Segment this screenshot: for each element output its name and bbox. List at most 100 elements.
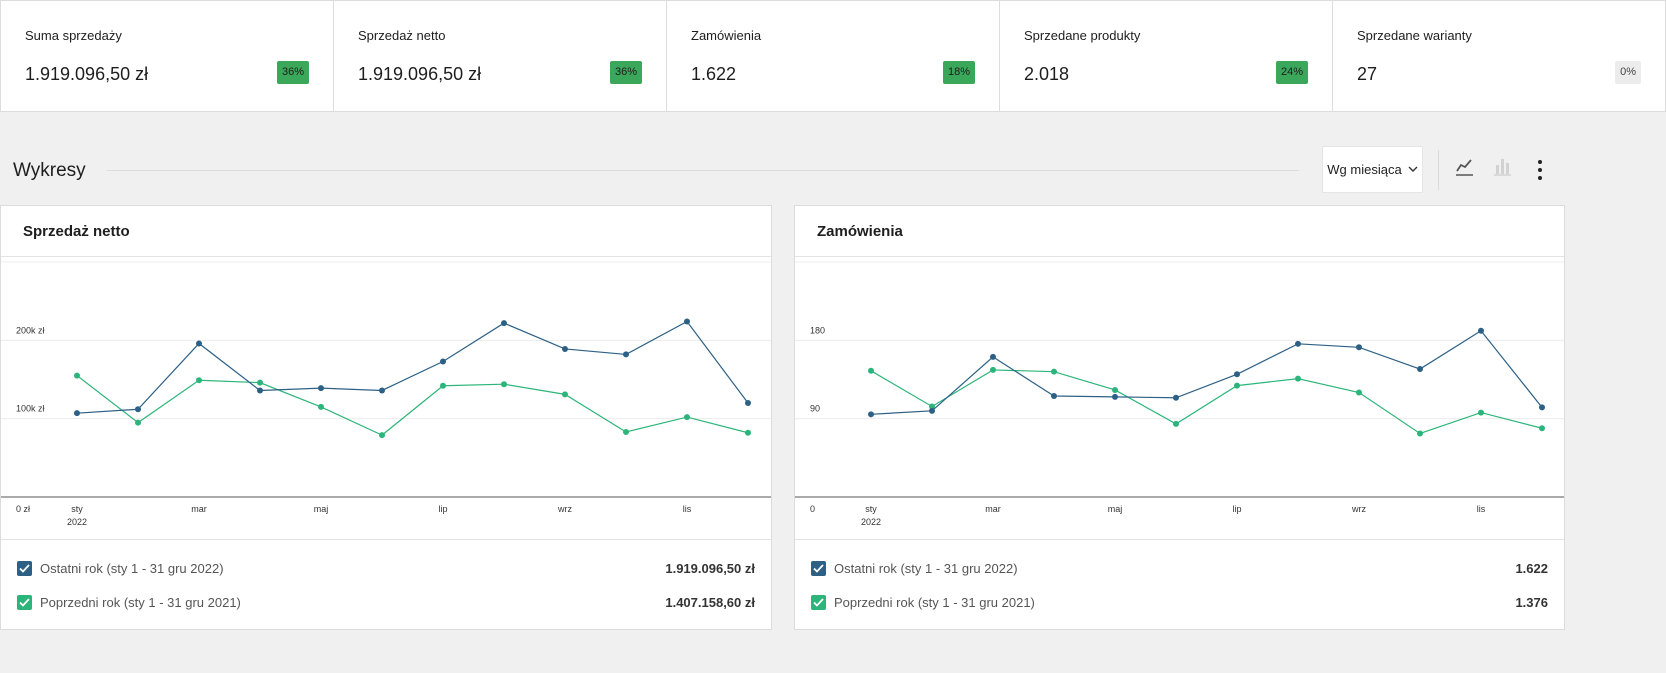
- previous-series-point: [990, 366, 996, 373]
- legend-total: 1.376: [1515, 594, 1548, 610]
- current-series-line: [76, 320, 749, 414]
- legend-label: Poprzedni rok (sty 1 - 31 gru 2021): [834, 594, 1035, 610]
- y-tick-label: 200k zł: [16, 325, 45, 335]
- current-series-point: [745, 400, 751, 406]
- kpi-label: Suma sprzedaży: [25, 28, 122, 43]
- current-series-point: [318, 385, 324, 392]
- previous-series-point: [623, 428, 629, 435]
- x-tick-year-label: 2022: [67, 517, 87, 527]
- x-tick-year-label: 2022: [861, 517, 881, 527]
- kpi-summary-row: Suma sprzedaży 1.919.096,50 zł 36% Sprze…: [0, 0, 1666, 112]
- previous-series-line: [870, 369, 1543, 435]
- previous-series-point: [684, 414, 690, 421]
- previous-series-point: [929, 403, 935, 410]
- x-tick-label: mar: [985, 504, 1001, 514]
- current-series-point: [929, 407, 935, 414]
- section-divider: [107, 170, 1299, 171]
- kpi-card-net-sales[interactable]: Sprzedaż netto 1.919.096,50 zł 36%: [334, 1, 667, 111]
- kpi-label: Zamówienia: [691, 28, 762, 43]
- kpi-value: 27: [1357, 64, 1378, 84]
- card-divider: [795, 256, 1564, 257]
- card-title: Zamówienia: [817, 223, 903, 240]
- y-tick-label: 90: [810, 404, 820, 414]
- previous-series-point: [1234, 382, 1240, 389]
- previous-series-point: [1478, 409, 1484, 416]
- current-series-point: [1417, 366, 1423, 373]
- kpi-change-badge: 36%: [276, 61, 309, 84]
- previous-series-point: [318, 403, 324, 410]
- y-tick-label: 180: [810, 325, 825, 335]
- x-tick-label: wrz: [1351, 504, 1366, 514]
- x-tick-label: mar: [191, 504, 207, 514]
- previous-series-point: [1295, 375, 1301, 382]
- current-series-point: [74, 410, 80, 417]
- current-series-line: [870, 329, 1543, 415]
- kpi-card-variants-sold[interactable]: Sprzedane warianty 27 0%: [1333, 1, 1665, 111]
- previous-series-point: [379, 432, 385, 439]
- legend-row-previous: Poprzedni rok (sty 1 - 31 gru 2021) 1.40…: [17, 590, 755, 614]
- orders-line-chart: 090180270stymarmajlipwrzlis2022: [795, 261, 1564, 527]
- kpi-card-products-sold[interactable]: Sprzedane produkty 2.018 24%: [1000, 1, 1333, 111]
- charts-section-header: Wykresy Wg miesiąca: [0, 146, 1666, 196]
- current-series-point: [440, 358, 446, 365]
- kpi-card-total-sales[interactable]: Suma sprzedaży 1.919.096,50 zł 36%: [1, 1, 334, 111]
- kpi-change-badge: 0%: [1615, 61, 1641, 84]
- previous-series-point: [1417, 430, 1423, 437]
- current-series-point: [868, 411, 874, 418]
- previous-series-point: [74, 372, 80, 379]
- period-select[interactable]: Wg miesiąca: [1322, 146, 1423, 193]
- previous-series-point: [1539, 425, 1545, 432]
- checkbox-icon[interactable]: [17, 560, 32, 576]
- checkbox-icon[interactable]: [811, 560, 826, 576]
- previous-series-point: [868, 367, 874, 374]
- current-series-point: [1234, 371, 1240, 378]
- y-tick-label: 0: [810, 504, 815, 514]
- x-tick-label: lis: [1477, 504, 1486, 514]
- current-series-point: [623, 351, 629, 358]
- chevron-down-icon: [1408, 164, 1418, 175]
- current-series-point: [562, 345, 568, 352]
- y-tick-label: 100k zł: [16, 404, 45, 414]
- card-divider: [1, 256, 771, 257]
- bar-chart-icon[interactable]: [1490, 154, 1516, 180]
- x-tick-label: wrz: [557, 504, 572, 514]
- previous-series-point: [745, 429, 751, 436]
- kpi-label: Sprzedane warianty: [1357, 28, 1472, 43]
- kpi-change-badge: 36%: [609, 61, 642, 84]
- legend-row-previous: Poprzedni rok (sty 1 - 31 gru 2021) 1.37…: [811, 590, 1548, 614]
- x-tick-label: lip: [1232, 504, 1241, 514]
- line-chart-icon[interactable]: [1452, 154, 1478, 180]
- checkbox-icon[interactable]: [811, 594, 826, 610]
- x-tick-label: maj: [1108, 504, 1123, 514]
- previous-series-point: [562, 391, 568, 398]
- x-tick-label: sty: [865, 504, 877, 514]
- current-series-point: [1173, 394, 1179, 401]
- kpi-change-badge: 24%: [1275, 61, 1308, 84]
- legend-total: 1.919.096,50 zł: [665, 560, 755, 576]
- current-series-point: [1356, 344, 1362, 351]
- kpi-label: Sprzedane produkty: [1024, 28, 1141, 43]
- kpi-value: 1.919.096,50 zł: [25, 64, 149, 84]
- kpi-value: 1.622: [691, 64, 737, 84]
- more-vertical-icon[interactable]: [1527, 154, 1553, 180]
- previous-series-point: [440, 382, 446, 389]
- kpi-value: 1.919.096,50 zł: [358, 64, 482, 84]
- y-tick-label: 0 zł: [16, 504, 30, 514]
- checkbox-icon[interactable]: [17, 594, 32, 610]
- legend-total: 1.622: [1515, 560, 1548, 576]
- x-tick-label: lip: [438, 504, 447, 514]
- current-series-point: [1478, 327, 1484, 334]
- legend-row-current: Ostatni rok (sty 1 - 31 gru 2022) 1.919.…: [17, 556, 755, 580]
- kpi-card-orders[interactable]: Zamówienia 1.622 18%: [667, 1, 1000, 111]
- legend-row-current: Ostatni rok (sty 1 - 31 gru 2022) 1.622: [811, 556, 1548, 580]
- current-series-point: [1051, 393, 1057, 400]
- legend-total: 1.407.158,60 zł: [665, 594, 755, 610]
- legend-label: Ostatni rok (sty 1 - 31 gru 2022): [834, 560, 1018, 576]
- x-tick-label: maj: [314, 504, 329, 514]
- current-series-point: [990, 353, 996, 360]
- section-title: Wykresy: [13, 160, 86, 181]
- previous-series-point: [257, 379, 263, 386]
- toolbar-divider: [1438, 150, 1439, 190]
- kpi-label: Sprzedaż netto: [358, 28, 446, 43]
